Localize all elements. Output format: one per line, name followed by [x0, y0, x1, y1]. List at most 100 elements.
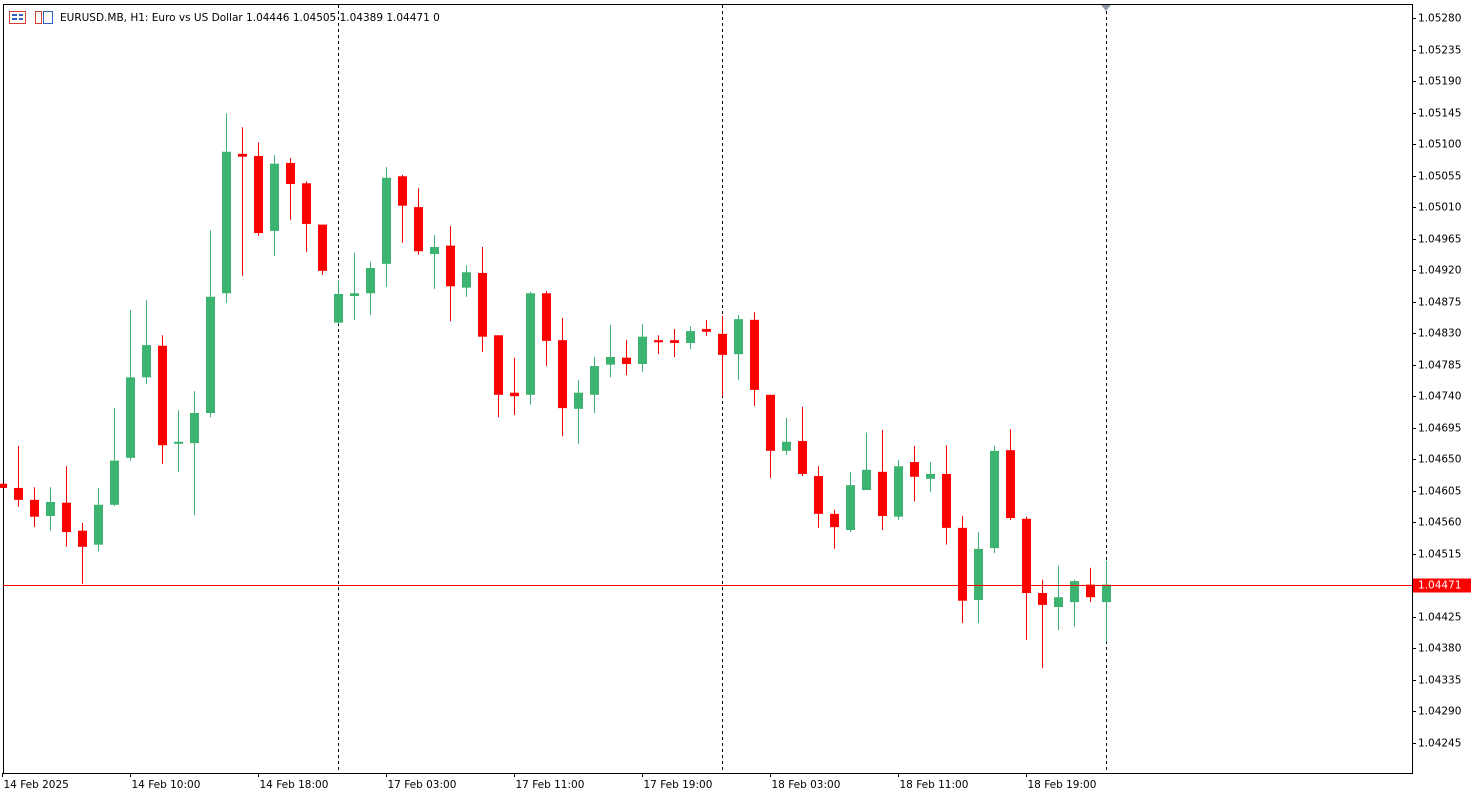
x-tick-label: 17 Feb 19:00: [644, 779, 713, 791]
candle-body: [478, 272, 487, 337]
candle-body: [846, 485, 855, 530]
last-price-box: [1413, 578, 1471, 593]
candle-body: [670, 340, 679, 343]
candle-body: [1054, 597, 1063, 608]
y-tick-label: 1.04920: [1418, 265, 1461, 277]
icon-part: [19, 14, 23, 16]
y-tick-label: 1.04650: [1418, 454, 1461, 466]
candle-body: [654, 340, 663, 343]
candles: [0, 113, 1111, 668]
candle-body: [766, 394, 775, 451]
candle-body: [94, 504, 103, 545]
y-tick-label: 1.04335: [1418, 675, 1461, 687]
candle-body: [46, 501, 55, 516]
icon-bar: [43, 11, 53, 24]
candle-body: [158, 345, 167, 446]
candle-body: [398, 176, 407, 206]
candle-body: [830, 513, 839, 528]
y-tick-label: 1.04965: [1418, 234, 1461, 246]
candle-body: [926, 473, 935, 479]
icon-part: [12, 18, 17, 20]
last-price-label: 1.04471: [1418, 580, 1461, 592]
icon-part: [19, 18, 23, 20]
x-tick-label: 14 Feb 2025: [4, 779, 69, 791]
y-tick-label: 1.04515: [1418, 549, 1461, 561]
candle-body: [574, 392, 583, 409]
y-tick-label: 1.04830: [1418, 328, 1461, 340]
y-tick-label: 1.05100: [1418, 139, 1461, 151]
candle-body: [1038, 593, 1047, 605]
candle-body: [14, 487, 23, 500]
candle-body: [190, 413, 199, 444]
y-tick-label: 1.05010: [1418, 202, 1461, 214]
candle-body: [334, 293, 343, 323]
candle-body: [718, 333, 727, 355]
candle-body: [270, 163, 279, 231]
title-icons: [9, 11, 53, 24]
candle-body: [702, 328, 711, 332]
x-tick-label: 17 Feb 11:00: [516, 779, 585, 791]
candle-body: [462, 272, 471, 288]
shift-marker: [1101, 5, 1111, 11]
y-tick-label: 1.04245: [1418, 738, 1461, 750]
icon-part: [12, 14, 17, 16]
candle-body: [878, 471, 887, 516]
y-tick-label: 1.04785: [1418, 360, 1461, 372]
candle-body: [798, 441, 807, 474]
y-tick-label: 1.04695: [1418, 423, 1461, 435]
x-tick-label: 18 Feb 19:00: [1028, 779, 1097, 791]
candle-body: [350, 293, 359, 297]
y-tick-label: 1.05235: [1418, 45, 1461, 57]
x-tick-label: 18 Feb 03:00: [772, 779, 841, 791]
y-tick-label: 1.04740: [1418, 391, 1461, 403]
candle-body: [286, 162, 295, 184]
candle-body: [510, 392, 519, 397]
candle-body: [1006, 450, 1015, 519]
candle-body: [414, 207, 423, 252]
x-tick-label: 14 Feb 10:00: [132, 779, 201, 791]
candle-body: [1086, 584, 1095, 598]
candle-body: [318, 224, 327, 271]
icon-bar: [35, 11, 42, 24]
y-tick-label: 1.04290: [1418, 706, 1461, 718]
y-tick-label: 1.05055: [1418, 171, 1461, 183]
y-tick-label: 1.04875: [1418, 297, 1461, 309]
x-tick-label: 17 Feb 03:00: [388, 779, 457, 791]
candle-body: [0, 483, 7, 488]
candle-body: [446, 245, 455, 287]
candle-body: [174, 441, 183, 444]
candle-body: [30, 499, 39, 517]
candle-body: [142, 345, 151, 378]
y-tick-label: 1.05280: [1418, 13, 1461, 25]
candle-body: [750, 319, 759, 390]
y-tick-label: 1.04425: [1418, 612, 1461, 624]
chart-title: EURUSD.MB, H1: Euro vs US Dollar 1.04446…: [60, 12, 440, 24]
candle-body: [638, 336, 647, 364]
candle-body: [1102, 584, 1111, 603]
y-tick-label: 1.04380: [1418, 643, 1461, 655]
y-tick-label: 1.05190: [1418, 76, 1461, 88]
candle-body: [894, 466, 903, 517]
plot-frame: [3, 4, 1413, 774]
candle-body: [606, 356, 615, 365]
candle-body: [78, 530, 87, 547]
candle-body: [62, 502, 71, 533]
candle-body: [494, 335, 503, 395]
candle-body: [126, 377, 135, 458]
candle-body: [590, 366, 599, 395]
x-tick-label: 14 Feb 18:00: [260, 779, 329, 791]
candle-body: [302, 183, 311, 224]
candle-body: [814, 476, 823, 514]
candle-body: [734, 319, 743, 355]
candle-body: [622, 357, 631, 364]
candle-body: [1022, 518, 1031, 594]
candle-body: [862, 469, 871, 491]
candle-body: [382, 177, 391, 264]
icon-window: [9, 11, 26, 24]
candle-body: [254, 155, 263, 234]
candle-body: [958, 527, 967, 601]
candle-body: [430, 247, 439, 255]
candle-body: [558, 340, 567, 409]
